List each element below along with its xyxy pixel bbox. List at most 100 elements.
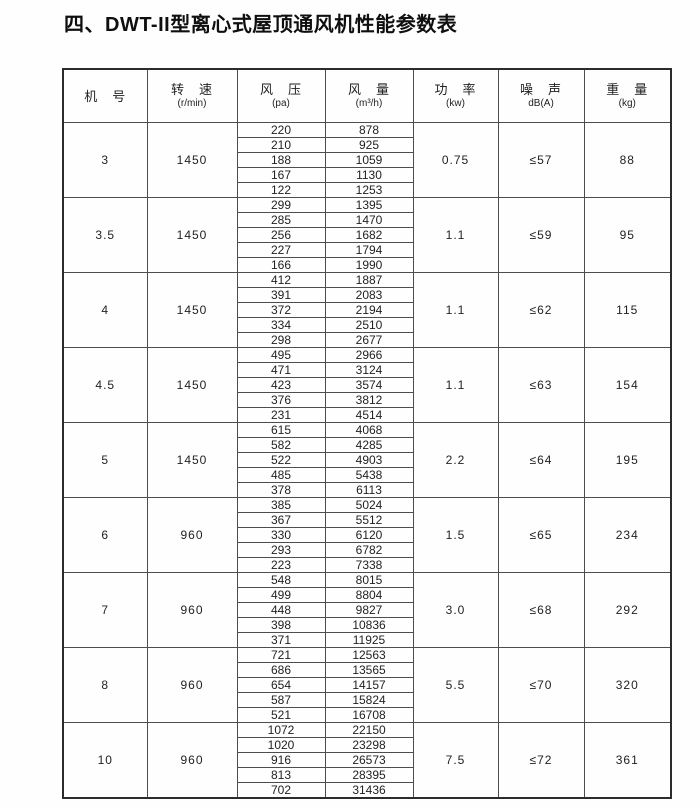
table-row: 166 1990 [63,257,671,273]
pressure-cell: 522 [236,452,326,468]
col-header-rpm-unit: (r/min) [177,98,207,109]
pressure-cell: 398 [236,617,326,633]
model-cell: 4 [62,272,148,348]
pressure-cell: 298 [236,332,326,348]
rpm-cell: 1450 [146,347,238,423]
pressure-cell: 371 [236,632,326,648]
pressure-cell: 376 [236,392,326,408]
table-row: 916 26573 [63,752,671,768]
pressure-cell: 167 [236,167,326,183]
pressure-cell: 423 [236,377,326,393]
pressure-cell: 412 [236,272,326,288]
col-header-volume: 风 量 (m³/h) [324,68,414,123]
col-header-power: 功 率 (kw) [412,68,499,123]
pressure-cell: 330 [236,527,326,543]
volume-cell: 2966 [324,347,414,363]
noise-cell: ≤59 [497,197,585,273]
table-row: 8 960 721 12563 5.5 ≤70 320 [62,647,672,723]
pressure-cell: 385 [236,497,326,513]
volume-cell: 2510 [324,317,414,333]
header-row: 机 号 转 速 (r/min) 风 压 (pa) 风 量 (m³/h) 功 率 … [62,68,672,123]
pressure-cell: 702 [236,782,326,799]
volume-cell: 3812 [324,392,414,408]
table-row: 371 11925 [63,632,671,648]
pressure-cell: 231 [236,407,326,423]
model-cell: 5 [62,422,148,498]
volume-cell: 26573 [324,752,414,768]
volume-cell: 4514 [324,407,414,423]
volume-cell: 6113 [324,482,414,498]
volume-cell: 1395 [324,197,414,213]
rpm-cell: 1450 [146,422,238,498]
pressure-cell: 334 [236,317,326,333]
weight-cell: 195 [583,422,672,498]
col-header-volume-unit: (m³/h) [355,98,383,109]
volume-cell: 5438 [324,467,414,483]
weight-cell: 361 [583,722,672,799]
volume-cell: 2194 [324,302,414,318]
volume-cell: 11925 [324,632,414,648]
rpm-cell: 1450 [146,272,238,348]
pressure-cell: 166 [236,257,326,273]
table-row: 3 1450 220 878 0.75 ≤57 88 [62,122,672,198]
table-row: 7 960 548 8015 3.0 ≤68 292 [62,572,672,648]
volume-cell: 6120 [324,527,414,543]
power-cell: 7.5 [412,722,499,799]
table-row: 813 28395 [63,767,671,783]
volume-cell: 5024 [324,497,414,513]
pressure-cell: 122 [236,182,326,198]
table-row: 4 1450 412 1887 1.1 ≤62 115 [62,272,672,348]
pressure-cell: 220 [236,122,326,138]
pressure-cell: 285 [236,212,326,228]
volume-cell: 3124 [324,362,414,378]
pressure-cell: 367 [236,512,326,528]
volume-cell: 22150 [324,722,414,738]
model-cell: 7 [62,572,148,648]
weight-cell: 88 [583,122,672,198]
table-row: 471 3124 [63,362,671,378]
volume-cell: 4285 [324,437,414,453]
weight-cell: 154 [583,347,672,423]
table-row: 702 31436 [63,782,671,799]
table-row: 521 16708 [63,707,671,723]
model-cell: 10 [62,722,148,799]
col-header-power-unit: (kw) [446,98,465,109]
volume-cell: 5512 [324,512,414,528]
rpm-cell: 960 [146,572,238,648]
noise-cell: ≤70 [497,647,585,723]
pressure-cell: 1072 [236,722,326,738]
weight-cell: 234 [583,497,672,573]
volume-cell: 1253 [324,182,414,198]
table-header: 机 号 转 速 (r/min) 风 压 (pa) 风 量 (m³/h) 功 率 … [62,68,672,123]
pressure-cell: 391 [236,287,326,303]
pressure-cell: 499 [236,587,326,603]
power-cell: 2.2 [412,422,499,498]
table-row: 285 1470 [63,212,671,228]
table-row: 582 4285 [63,437,671,453]
pressure-cell: 1020 [236,737,326,753]
table-row: 293 6782 [63,542,671,558]
pressure-cell: 256 [236,227,326,243]
table-row: 372 2194 [63,302,671,318]
volume-cell: 8015 [324,572,414,588]
pressure-cell: 721 [236,647,326,663]
volume-cell: 12563 [324,647,414,663]
rpm-cell: 960 [146,647,238,723]
col-header-model: 机 号 [62,68,148,123]
col-header-rpm-label: 转 速 [170,82,213,97]
col-header-model-label: 机 号 [84,88,127,104]
volume-cell: 23298 [324,737,414,753]
rpm-cell: 960 [146,722,238,799]
weight-cell: 95 [583,197,672,273]
power-cell: 0.75 [412,122,499,198]
volume-cell: 1794 [324,242,414,258]
volume-cell: 2677 [324,332,414,348]
table-row: 10 960 1072 22150 7.5 ≤72 361 [62,722,672,799]
col-header-noise: 噪 声 dB(A) [497,68,585,123]
table-row: 167 1130 [63,167,671,183]
pressure-cell: 495 [236,347,326,363]
rpm-cell: 1450 [146,122,238,198]
volume-cell: 925 [324,137,414,153]
col-header-volume-label: 风 量 [347,82,390,97]
model-cell: 6 [62,497,148,573]
